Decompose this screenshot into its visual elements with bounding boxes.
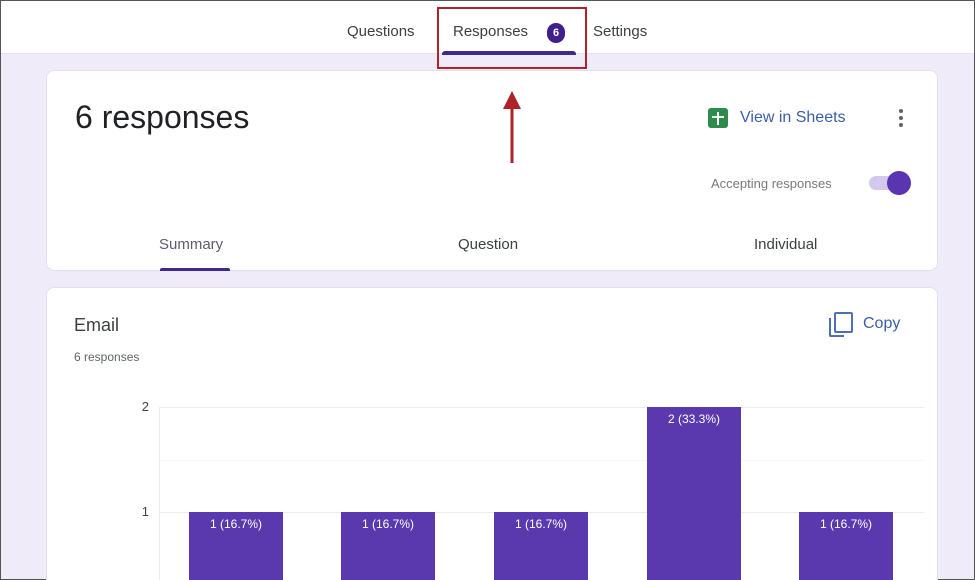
chart-bar[interactable]: 1 (16.7%) <box>494 512 588 580</box>
chart-bar[interactable]: 2 (33.3%) <box>647 407 741 580</box>
sheets-icon <box>708 108 728 128</box>
copy-icon <box>829 312 853 337</box>
subtab-individual[interactable]: Individual <box>754 236 818 253</box>
gridline-1-5 <box>159 460 924 461</box>
toggle-knob <box>887 171 911 195</box>
bar-chart: 2 1 1 (16.7%) 1 (16.7%) 1 (16.7%) 2 (33.… <box>47 288 939 580</box>
copy-label: Copy <box>863 315 901 332</box>
more-options-icon[interactable] <box>898 107 904 129</box>
annotation-highlight-box <box>437 7 587 69</box>
accepting-responses-toggle[interactable] <box>867 171 911 195</box>
email-question-card: Email 6 responses Copy 2 1 1 (16.7%) 1 (… <box>46 287 938 580</box>
subtab-summary[interactable]: Summary <box>159 236 224 253</box>
accepting-responses-label: Accepting responses <box>711 176 832 191</box>
responses-count-title: 6 responses <box>75 99 250 135</box>
copy-chart-button[interactable]: Copy <box>829 312 901 337</box>
form-top-nav: Questions Responses 6 Settings <box>1 1 974 55</box>
chart-bar[interactable]: 1 (16.7%) <box>799 512 893 580</box>
gridline-2 <box>159 407 924 408</box>
tab-questions[interactable]: Questions <box>347 23 415 40</box>
view-in-sheets-label: View in Sheets <box>740 109 846 126</box>
y-axis-line <box>159 407 160 580</box>
y-tick-2: 2 <box>141 399 149 414</box>
tab-responses[interactable]: Responses <box>453 23 529 40</box>
question-response-count: 6 responses <box>74 350 140 364</box>
chart-bar[interactable]: 1 (16.7%) <box>189 512 283 580</box>
tab-settings[interactable]: Settings <box>593 23 648 40</box>
subtab-question[interactable]: Question <box>458 236 519 253</box>
responses-count-badge: 6 <box>547 23 565 43</box>
y-tick-1: 1 <box>141 504 149 519</box>
annotation-arrow-icon <box>503 91 521 163</box>
question-title: Email <box>74 315 120 335</box>
chart-bar[interactable]: 1 (16.7%) <box>341 512 435 580</box>
responses-summary-card: 6 responses View in Sheets Accepting res… <box>46 70 938 271</box>
view-in-sheets-button[interactable]: View in Sheets <box>708 107 846 129</box>
active-subtab-indicator <box>160 268 230 271</box>
active-tab-indicator <box>442 51 576 55</box>
